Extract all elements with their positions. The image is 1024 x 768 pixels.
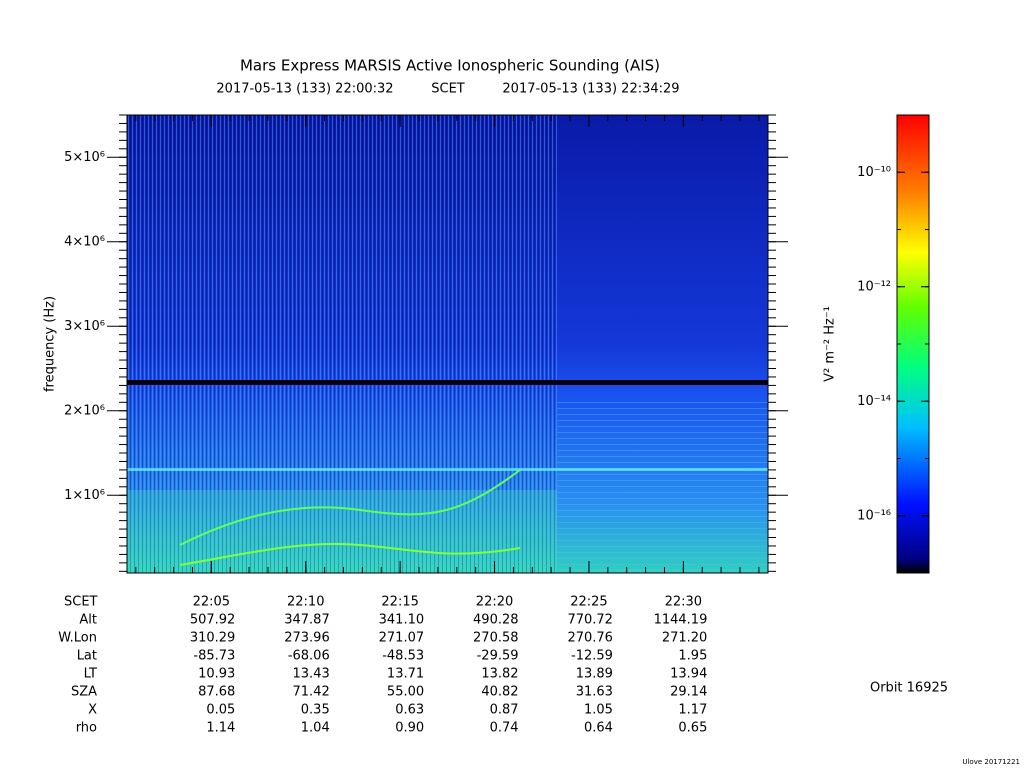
table-cell: 0.65 — [678, 721, 707, 736]
table-cell: 0.74 — [490, 721, 519, 736]
chart-title: Mars Express MARSIS Active Ionospheric S… — [240, 57, 660, 75]
x-tick-label: 22:30 — [665, 595, 702, 610]
table-cell: 13.89 — [576, 667, 613, 682]
table-cell: -29.59 — [477, 649, 519, 664]
table-cell: 270.76 — [567, 631, 613, 646]
table-row-label: SZA — [71, 685, 97, 700]
table-cell: 0.35 — [301, 703, 330, 718]
table-row-label: X — [88, 703, 97, 718]
table-cell: 29.14 — [670, 685, 707, 700]
table-cell: -48.53 — [382, 649, 424, 664]
table-cell: 13.43 — [293, 667, 330, 682]
subtitle-end: 2017-05-13 (133) 22:34:29 — [502, 82, 679, 97]
table-cell: -85.73 — [193, 649, 235, 664]
table-cell: 71.42 — [293, 685, 330, 700]
table-cell: 40.82 — [481, 685, 518, 700]
table-cell: 271.07 — [379, 631, 425, 646]
table-cell: 0.05 — [206, 703, 235, 718]
table-cell: 0.63 — [395, 703, 424, 718]
table-cell: 270.58 — [473, 631, 519, 646]
colorbar-tick-label: 10⁻¹⁶ — [857, 508, 891, 523]
table-cell: 10.93 — [198, 667, 235, 682]
table-cell: 1.05 — [584, 703, 613, 718]
table-cell: 507.92 — [190, 613, 236, 628]
table-cell: 55.00 — [387, 685, 424, 700]
table-cell: 273.96 — [284, 631, 330, 646]
plot-frame — [126, 114, 769, 574]
table-cell: 347.87 — [284, 613, 330, 628]
table-cell: 341.10 — [379, 613, 425, 628]
table-row-label: Lat — [77, 649, 97, 664]
table-cell: 87.68 — [198, 685, 235, 700]
table-cell: 271.20 — [662, 631, 708, 646]
y-tick-label: 3×10⁶ — [64, 319, 105, 334]
colorbar — [896, 114, 930, 574]
table-cell: -68.06 — [288, 649, 330, 664]
table-cell: 1.95 — [678, 649, 707, 664]
y-tick-label: 2×10⁶ — [64, 403, 105, 418]
table-cell: 1.17 — [678, 703, 707, 718]
table-cell: 31.63 — [576, 685, 613, 700]
credit: Ulove 20171221 — [962, 758, 1020, 766]
table-row-label: W.Lon — [58, 631, 97, 646]
table-cell: 1.14 — [206, 721, 235, 736]
y-tick-label: 1×10⁶ — [64, 488, 105, 503]
table-cell: -12.59 — [571, 649, 613, 664]
table-cell: 0.64 — [584, 721, 613, 736]
y-tick-label: 4×10⁶ — [64, 234, 105, 249]
colorbar-tick-label: 10⁻¹⁴ — [857, 394, 891, 409]
x-tick-label: 22:10 — [287, 595, 324, 610]
x-tick-label: 22:25 — [570, 595, 607, 610]
table-cell: 1144.19 — [654, 613, 708, 628]
table-cell: 310.29 — [190, 631, 236, 646]
table-cell: 1.04 — [301, 721, 330, 736]
table-cell: 13.82 — [481, 667, 518, 682]
x-axis-label: SCET — [64, 595, 98, 610]
spectrogram-image — [127, 115, 768, 573]
table-cell: 0.87 — [490, 703, 519, 718]
y-tick-label: 5×10⁶ — [64, 150, 105, 165]
table-cell: 0.90 — [395, 721, 424, 736]
subtitle-mid: SCET — [431, 82, 465, 97]
colorbar-tick-label: 10⁻¹² — [857, 279, 891, 294]
colorbar-tick-label: 10⁻¹⁰ — [857, 165, 891, 180]
subtitle-start: 2017-05-13 (133) 22:00:32 — [216, 82, 393, 97]
y-axis-label: frequency (Hz) — [43, 296, 58, 392]
table-cell: 490.28 — [473, 613, 519, 628]
table-cell: 13.71 — [387, 667, 424, 682]
colorbar-label: V² m⁻² Hz⁻¹ — [823, 306, 838, 382]
x-tick-label: 22:20 — [476, 595, 513, 610]
orbit-label: Orbit 16925 — [870, 681, 948, 696]
table-row-label: Alt — [79, 613, 97, 628]
table-cell: 13.94 — [670, 667, 707, 682]
table-row-label: rho — [76, 721, 97, 736]
x-tick-label: 22:15 — [381, 595, 418, 610]
x-tick-label: 22:05 — [193, 595, 230, 610]
table-row-label: LT — [84, 667, 97, 682]
table-cell: 770.72 — [567, 613, 613, 628]
